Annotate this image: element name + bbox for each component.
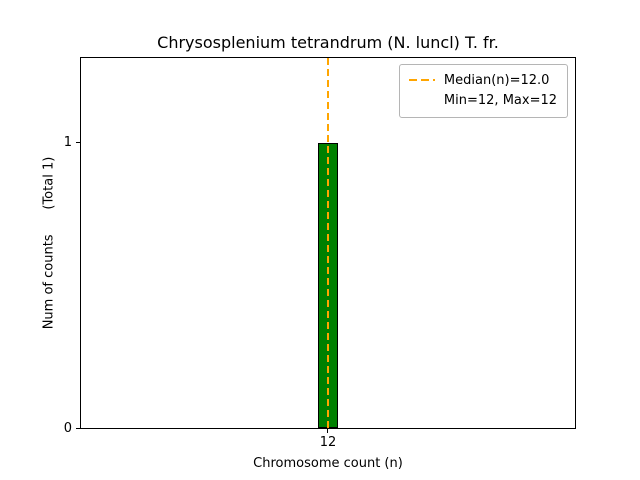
y-tick-label-1: 1 bbox=[63, 135, 72, 150]
legend-entry-median: Median(n)=12.0 bbox=[443, 73, 550, 88]
legend-entry-minmax: Min=12, Max=12 bbox=[443, 93, 557, 109]
y-tick-label-0: 0 bbox=[63, 421, 72, 436]
x-axis-label: Chromosome count (n) bbox=[253, 456, 403, 471]
legend: Median(n)=12.0 Min=12, Max=12 bbox=[398, 64, 568, 119]
chart-title: Chrysosplenium tetrandrum (N. luncl) T. … bbox=[157, 33, 499, 52]
y-tick-mark-0 bbox=[76, 428, 80, 429]
y-tick-mark-1 bbox=[76, 142, 80, 143]
plot-area: Median(n)=12.0 Min=12, Max=12 bbox=[80, 57, 576, 429]
median-dashed-line bbox=[327, 58, 329, 428]
x-tick-label-12: 12 bbox=[319, 435, 337, 450]
x-tick-mark-12 bbox=[327, 429, 328, 433]
legend-text: Median(n)=12.0 Min=12, Max=12 bbox=[444, 71, 557, 111]
legend-dashed-line-icon bbox=[408, 79, 435, 81]
y-axis-label: Num of counts (Total 1) bbox=[41, 156, 57, 330]
